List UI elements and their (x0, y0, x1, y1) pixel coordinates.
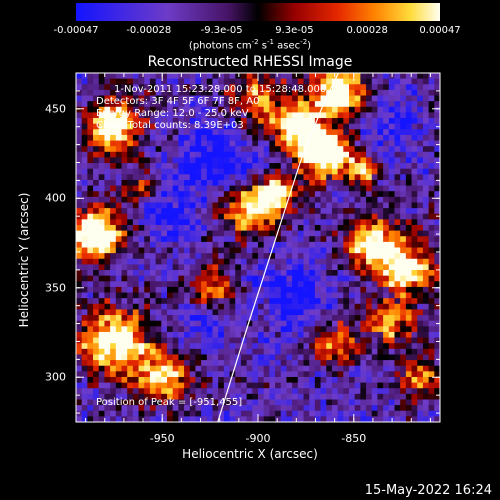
x-tick-label: -950 (149, 432, 175, 445)
info-line: Energy Range: 12.0 - 25.0 keV (96, 108, 249, 119)
y-tick-label: 350 (45, 281, 66, 295)
colorbar-tick-label: 9.3e-05 (275, 25, 314, 36)
x-tick-label: -900 (245, 432, 271, 445)
info-line: Detectors: 3F 4F 5F 6F 7F 8F, A0 (96, 96, 260, 107)
colorbar-tick-label: 0.00028 (346, 25, 388, 36)
footer-date: 15-May-2022 16:24 (364, 483, 492, 498)
y-tick-label: 400 (45, 191, 66, 205)
x-tick-label: -850 (341, 432, 367, 445)
y-axis-label: Heliocentric Y (arcsec) (17, 192, 31, 328)
peak-position-label: Position of Peak = [-951,455] (96, 397, 243, 408)
colorbar-tick-label: -0.00047 (53, 25, 99, 36)
info-line: Clean Total counts: 8.39E+03 (96, 120, 244, 131)
y-tick-label: 450 (45, 102, 66, 116)
solar-limb-line (217, 72, 339, 423)
y-tick-label: 300 (45, 370, 66, 384)
plot-title: Reconstructed RHESSI Image (147, 54, 353, 70)
info-line: 1-Nov-2011 15:23:28.000 to 15:28:48.000 (114, 84, 327, 95)
x-axis-label: Heliocentric X (arcsec) (182, 447, 318, 461)
axis-tick-marks (76, 72, 440, 422)
colorbar-tick-label: 0.00047 (419, 25, 461, 36)
heatmap-cells (76, 73, 441, 423)
colorbar-units: (photons cm-2 s-1 asec-2) (188, 38, 312, 52)
colorbar-tick-label: -0.00028 (126, 25, 172, 36)
colorbar (76, 3, 440, 21)
colorbar-tick-label: -9.3e-05 (200, 25, 243, 36)
